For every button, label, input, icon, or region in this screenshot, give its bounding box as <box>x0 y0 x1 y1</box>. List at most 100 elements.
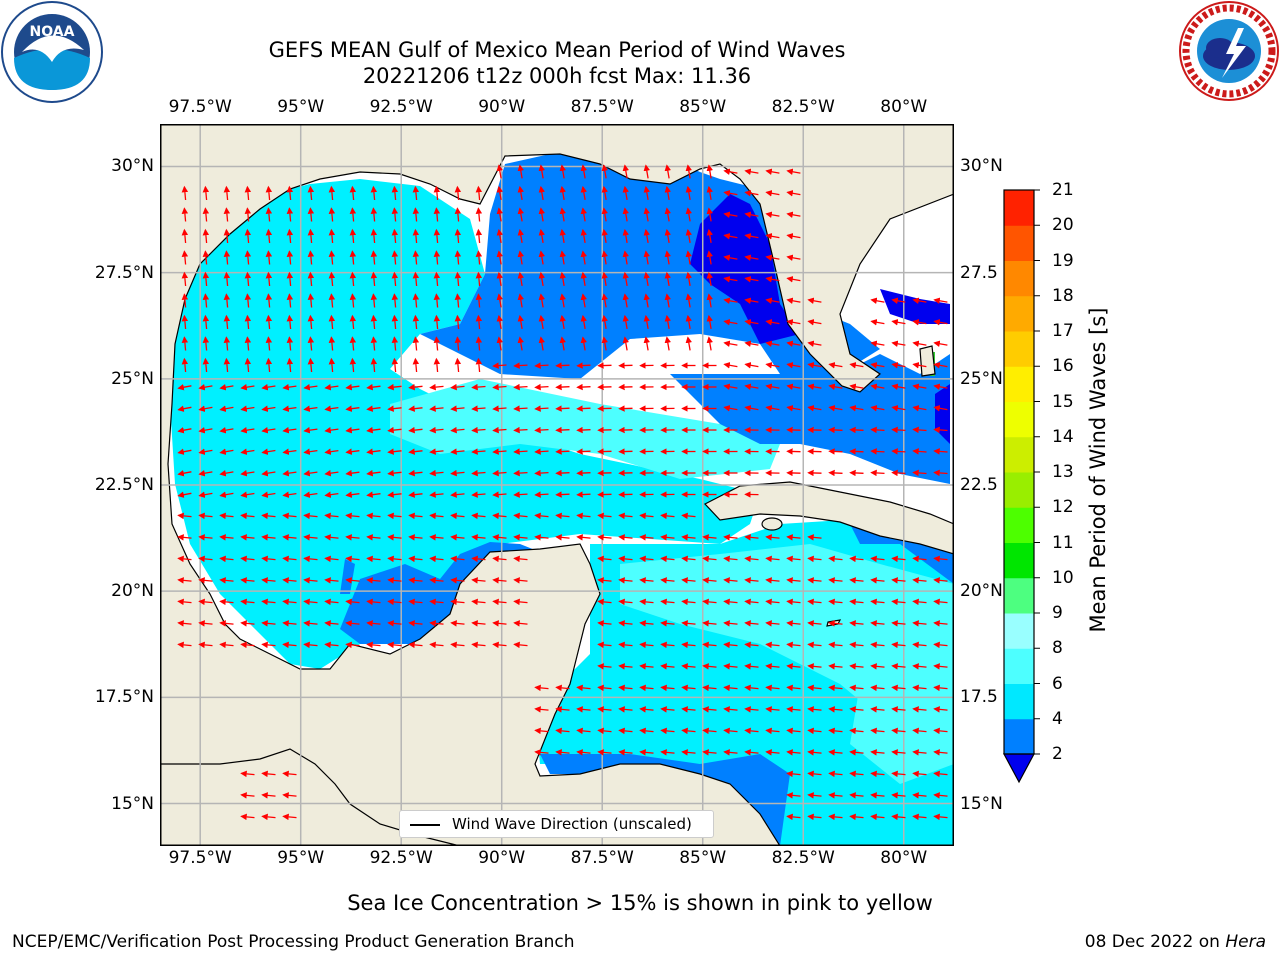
wave-arrow <box>265 185 273 201</box>
wave-arrow <box>517 336 524 351</box>
wave-arrow <box>408 577 423 584</box>
wave-arrow <box>303 491 318 498</box>
wave-arrow <box>870 641 885 649</box>
wave-arrow <box>177 641 192 649</box>
wave-arrow <box>324 620 339 627</box>
wave-arrow <box>723 749 738 756</box>
wave-arrow <box>387 555 402 563</box>
wave-arrow <box>807 598 822 606</box>
wave-arrow <box>765 663 780 670</box>
wave-arrow <box>303 448 318 455</box>
lon-tick-bottom: 97.5°W <box>168 848 232 868</box>
wave-arrow <box>345 620 360 627</box>
wave-arrow <box>534 512 549 520</box>
wave-arrow <box>807 555 822 563</box>
wave-arrow <box>597 727 612 735</box>
wave-arrow <box>786 555 801 563</box>
wave-arrow <box>912 684 927 692</box>
wave-arrow <box>702 663 717 670</box>
wave-arrow <box>240 598 255 606</box>
wave-arrow <box>849 555 864 563</box>
wave-arrow <box>261 491 276 498</box>
wave-arrow <box>370 207 378 222</box>
wave-arrow <box>786 620 801 627</box>
wave-arrow <box>580 164 587 179</box>
wave-arrow <box>286 314 294 330</box>
wave-arrow <box>681 577 696 584</box>
colorbar-label: Mean Period of Wind Waves [s] <box>1086 307 1110 633</box>
wave-arrow <box>744 706 759 713</box>
wave-arrow <box>828 469 843 477</box>
wave-arrow <box>366 641 381 649</box>
wave-arrow <box>576 405 591 412</box>
footer-left: NCEP/EMC/Verification Post Processing Pr… <box>12 932 575 952</box>
wave-arrow <box>912 426 927 434</box>
lat-tick-right: 17.5 <box>960 687 998 708</box>
wave-arrow <box>517 185 524 201</box>
wave-arrow <box>412 250 420 265</box>
wave-arrow <box>538 185 545 201</box>
wave-arrow <box>240 383 255 391</box>
wave-arrow <box>807 641 822 649</box>
wave-arrow <box>307 314 315 330</box>
wave-arrow <box>286 293 294 308</box>
wave-arrow <box>702 749 717 756</box>
wave-arrow <box>706 293 713 308</box>
land-isle-of-youth <box>761 517 783 531</box>
wave-arrow <box>702 727 717 735</box>
wave-arrow <box>366 555 381 563</box>
wave-arrow <box>198 491 213 498</box>
wave-arrow <box>664 336 671 351</box>
wave-arrow <box>265 207 273 222</box>
wave-arrow <box>412 228 420 244</box>
wave-arrow <box>496 293 503 308</box>
wave-arrow <box>450 405 465 412</box>
wave-arrow <box>744 276 759 283</box>
wave-arrow <box>450 577 465 584</box>
wave-arrow <box>433 207 441 222</box>
wave-arrow <box>261 577 276 584</box>
wave-arrow <box>870 727 885 735</box>
wave-arrow <box>891 405 906 412</box>
wave-arrow <box>177 512 192 520</box>
wave-arrow <box>576 469 591 477</box>
wave-arrow <box>723 727 738 735</box>
wave-arrow <box>181 336 189 351</box>
wave-arrow <box>870 706 885 713</box>
wave-arrow <box>807 319 822 326</box>
wave-arrow <box>912 362 927 369</box>
wave-arrow <box>219 470 234 477</box>
wave-arrow <box>681 727 696 735</box>
wave-arrow <box>513 426 528 434</box>
wave-arrow <box>370 336 378 351</box>
wave-arrow <box>471 555 486 563</box>
wave-arrow <box>198 555 213 563</box>
lat-tick-right: 27.5 <box>960 262 998 283</box>
wave-arrow <box>744 577 759 584</box>
wave-arrow <box>177 534 192 541</box>
wave-arrow <box>601 314 608 330</box>
lon-tick-top: 95°W <box>277 97 325 117</box>
wave-arrow <box>580 314 587 330</box>
wave-arrow <box>580 228 587 244</box>
wave-arrow <box>408 469 423 477</box>
wave-arrow <box>303 469 318 477</box>
wave-arrow <box>870 448 885 455</box>
wave-arrow <box>622 164 629 179</box>
wave-arrow <box>765 383 780 390</box>
wave-arrow <box>265 228 273 244</box>
colorbar-tick-label: 10 <box>1052 567 1074 588</box>
wave-arrow <box>261 813 276 821</box>
wave-arrow <box>744 383 759 390</box>
wave-arrow <box>891 362 906 369</box>
wave-arrow <box>555 749 570 756</box>
wave-arrow <box>723 233 738 240</box>
wave-arrow <box>433 314 441 330</box>
wave-arrow <box>366 448 381 455</box>
wave-arrow <box>891 297 906 304</box>
wave-arrow <box>933 749 948 756</box>
wave-arrow <box>744 598 759 606</box>
wave-arrow <box>891 770 906 778</box>
wave-arrow <box>198 470 213 477</box>
wave-arrow <box>933 340 948 347</box>
